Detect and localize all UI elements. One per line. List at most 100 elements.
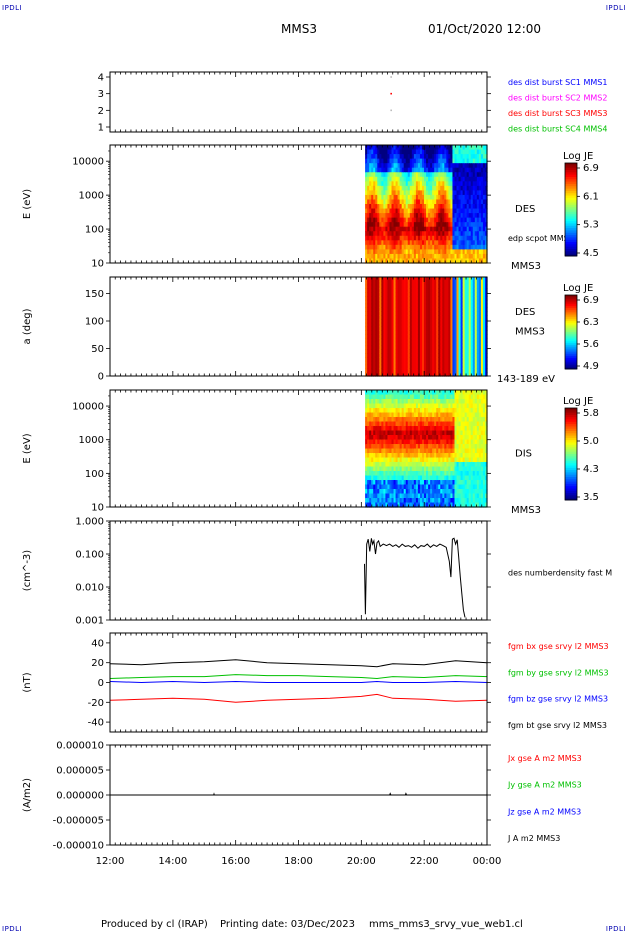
spectrogram-cell [421,408,425,414]
spectrogram-cell [371,417,374,423]
spectrogram-cell [448,307,452,312]
spectrogram-cell [387,326,391,331]
spectrogram-cell [381,244,384,250]
spectrogram-cell [474,480,478,486]
spectrogram-cell [419,475,423,481]
spectrogram-cell [399,426,403,432]
spectrogram-cell [393,471,397,477]
spectrogram-cell [413,360,417,366]
spectrogram-cell [434,471,437,477]
spectrogram-cell [371,353,374,358]
spectrogram-cell [440,435,443,441]
spectrogram-cell [426,158,429,164]
spectrogram-cell [367,318,370,324]
spectrogram-cell [424,226,427,232]
spectrogram-cell [417,296,421,301]
spectrogram-cell [397,213,401,219]
spectrogram-cell [464,222,468,228]
spectrogram-cell [417,493,421,499]
spectrogram-cell [454,493,458,499]
spectrogram-cell [452,190,456,196]
spectrogram-cell [438,163,441,169]
spectrogram-cell [421,475,425,481]
spectrogram-cell [391,390,395,396]
spectrogram-cell [419,334,423,339]
spectrogram-cell [383,307,387,312]
spectrogram-cell [452,315,456,320]
spectrogram-cell [369,484,372,490]
spectrogram-cell [393,444,397,450]
spectrogram-cell [460,417,464,423]
spectrogram-cell [424,222,427,228]
spectrogram-cell [399,235,403,241]
spectrogram-cell [444,240,447,246]
spectrogram-cell [371,421,374,427]
spectrogram-cell [464,435,468,441]
spectrogram-cell [377,457,380,463]
spectrogram-cell [480,353,484,358]
spectrogram-cell [387,277,391,282]
spectrogram-cell [397,145,401,151]
spectrogram-cell [444,303,447,309]
spectrogram-cell [397,439,401,445]
spectrogram-cell [476,330,480,335]
spectrogram-cell [428,444,431,450]
spectrogram-cell [379,394,382,400]
spectrogram-cell [381,394,384,400]
spectrogram-cell [470,462,474,468]
spectrogram-cell [424,435,427,441]
spectrogram-cell [409,199,413,205]
spectrogram-cell [397,466,401,472]
spectrogram-cell [430,277,433,282]
spectrogram-cell [403,311,407,316]
spectrogram-cell [417,439,421,445]
spectrogram-cell [387,204,391,210]
spectrogram-cell [365,149,368,155]
spectrogram-cell [409,337,413,343]
spectrogram-cell [407,439,411,445]
spectrogram-cell [369,326,372,331]
spectrogram-cell [409,330,413,335]
spectrogram-cell [484,426,488,432]
spectrogram-cell [393,185,397,191]
spectrogram-cell [379,462,382,468]
spectrogram-cell [430,439,433,445]
spectrogram-cell [450,399,454,405]
spectrogram-cell [419,462,423,468]
spectrogram-cell [438,471,441,477]
spectrogram-cell [454,480,458,486]
spectrogram-cell [397,258,401,264]
spectrogram-cell [454,315,458,320]
spectrogram-cell [462,368,466,373]
spectrogram-cell [430,345,433,350]
spectrogram-cell [476,334,480,339]
spectrogram-cell [377,412,380,418]
spectrogram-cell [407,502,411,508]
spectrogram-cell [478,244,482,250]
spectrogram-cell [405,430,409,436]
spectrogram-cell [379,368,382,373]
spectrogram-cell [399,345,403,350]
spectrogram-cell [472,199,476,205]
spectrogram-cell [434,311,437,316]
spectrogram-cell [464,299,468,305]
spectrogram-cell [375,394,378,400]
spectrogram-cell [403,390,407,396]
spectrogram-cell [403,471,407,477]
spectrogram-cell [444,154,447,160]
spectrogram-cell [460,360,464,366]
spectrogram-cell [474,172,478,178]
spectrogram-cell [434,244,437,250]
spectrogram-cell [391,399,395,405]
spectrogram-cell [371,326,374,331]
spectrogram-cell [393,394,397,400]
spectrogram-cell [387,185,391,191]
spectrogram-cell [478,303,482,309]
spectrogram-cell [462,493,466,499]
spectrogram-cell [432,337,435,343]
spectrogram-cell [474,489,478,495]
spectrogram-cell [377,231,380,237]
spectrogram-cell [397,493,401,499]
spectrogram-cell [430,231,433,237]
spectrogram-cell [460,235,464,241]
